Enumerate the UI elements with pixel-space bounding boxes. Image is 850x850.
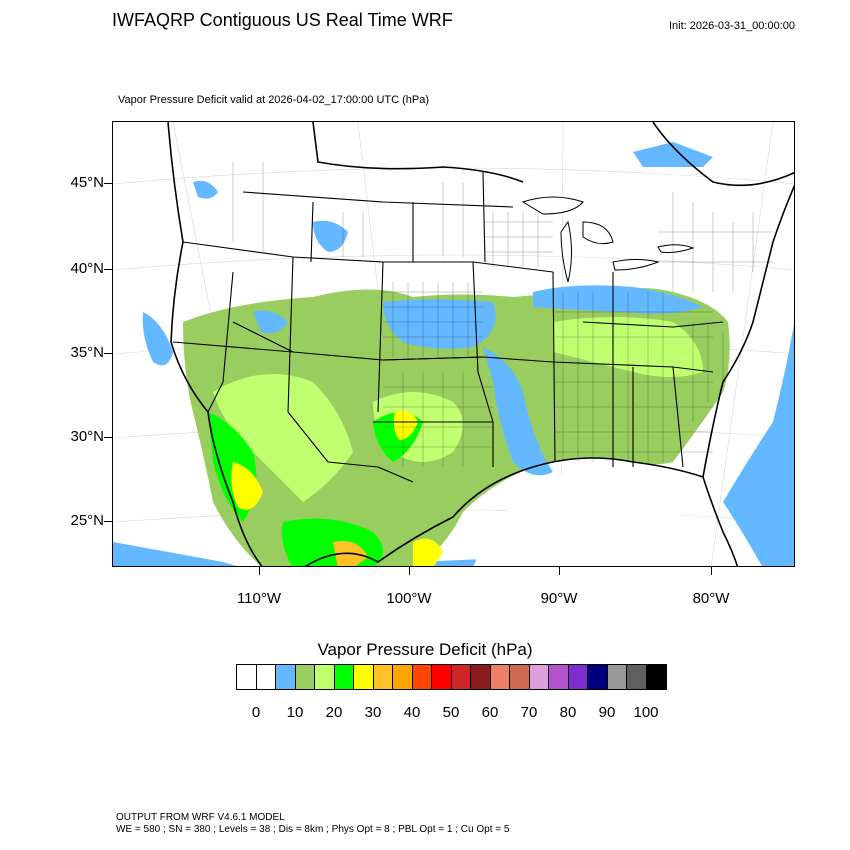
- county-boundaries: [232, 162, 773, 467]
- colorbar-tick-label: 20: [325, 704, 343, 721]
- colorbar-swatch: [256, 665, 276, 689]
- colorbar-swatch: [607, 665, 627, 689]
- lat-label-30: 30°N: [70, 428, 104, 445]
- lat-label-40: 40°N: [70, 260, 104, 277]
- colorbar-swatch: [490, 665, 510, 689]
- colorbar-swatch: [295, 665, 315, 689]
- vpd-10-regions: [142, 180, 703, 476]
- lat-tick: [104, 269, 112, 270]
- lon-label-100: 100°W: [386, 590, 432, 607]
- colorbar-swatch: [412, 665, 432, 689]
- colorbar: [236, 664, 667, 690]
- lon-tick: [559, 567, 560, 575]
- lat-label-25: 25°N: [70, 512, 104, 529]
- lon-label-80: 80°W: [692, 590, 730, 607]
- colorbar-swatch: [588, 665, 608, 689]
- colorbar-swatch: [393, 665, 413, 689]
- colorbar-tick-label: 90: [598, 704, 616, 721]
- colorbar-swatch: [432, 665, 452, 689]
- colorbar-swatch: [354, 665, 374, 689]
- colorbar-swatch: [373, 665, 393, 689]
- map-panel: [112, 121, 795, 567]
- lat-tick: [104, 521, 112, 522]
- great-lakes: [521, 196, 695, 283]
- colorbar-tick-label: 50: [442, 704, 460, 721]
- lat-tick: [104, 183, 112, 184]
- colorbar-tick-label: 0: [251, 704, 261, 721]
- colorbar-swatch: [510, 665, 530, 689]
- lon-tick: [259, 567, 260, 575]
- gulf-of-mexico: [473, 466, 703, 566]
- lat-tick: [104, 437, 112, 438]
- colorbar-title: Vapor Pressure Deficit (hPa): [317, 640, 533, 659]
- lon-tick: [409, 567, 410, 575]
- state-boundaries: [172, 171, 724, 483]
- colorbar-swatch: [646, 665, 666, 689]
- colorbar-tick-label: 70: [520, 704, 538, 721]
- vpd-map: [113, 122, 794, 566]
- lon-label-110: 110°W: [236, 590, 282, 607]
- footer-model-line: OUTPUT FROM WRF V4.6.1 MODEL: [116, 812, 285, 823]
- colorbar-swatch: [627, 665, 647, 689]
- colorbar-tick-label: 40: [403, 704, 421, 721]
- lat-label-45: 45°N: [70, 174, 104, 191]
- coastlines: [167, 122, 794, 566]
- colorbar-tick-label: 100: [633, 704, 659, 721]
- colorbar-swatch: [471, 665, 491, 689]
- colorbar-swatch: [334, 665, 354, 689]
- colorbar-tick-label: 10: [286, 704, 304, 721]
- colorbar-tick-label: 60: [481, 704, 499, 721]
- colorbar-swatch: [276, 665, 296, 689]
- lon-label-90: 90°W: [540, 590, 578, 607]
- colorbar-swatch: [451, 665, 471, 689]
- colorbar-tick-label: 80: [559, 704, 577, 721]
- colorbar-swatch: [237, 665, 257, 689]
- footer-config-line: WE = 580 ; SN = 380 ; Levels = 38 ; Dis …: [116, 824, 510, 835]
- lon-tick: [711, 567, 712, 575]
- colorbar-swatch: [529, 665, 549, 689]
- lat-tick: [104, 353, 112, 354]
- colorbar-tick-label: 30: [364, 704, 382, 721]
- valid-time-label: Vapor Pressure Deficit valid at 2026-04-…: [118, 94, 430, 106]
- colorbar-swatch: [549, 665, 569, 689]
- colorbar-swatch: [315, 665, 335, 689]
- main-title: IWFAQRP Contiguous US Real Time WRF: [112, 10, 453, 30]
- lat-label-35: 35°N: [70, 344, 104, 361]
- init-time-label: Init: 2026-03-31_00:00:00: [669, 20, 795, 32]
- colorbar-swatch: [568, 665, 588, 689]
